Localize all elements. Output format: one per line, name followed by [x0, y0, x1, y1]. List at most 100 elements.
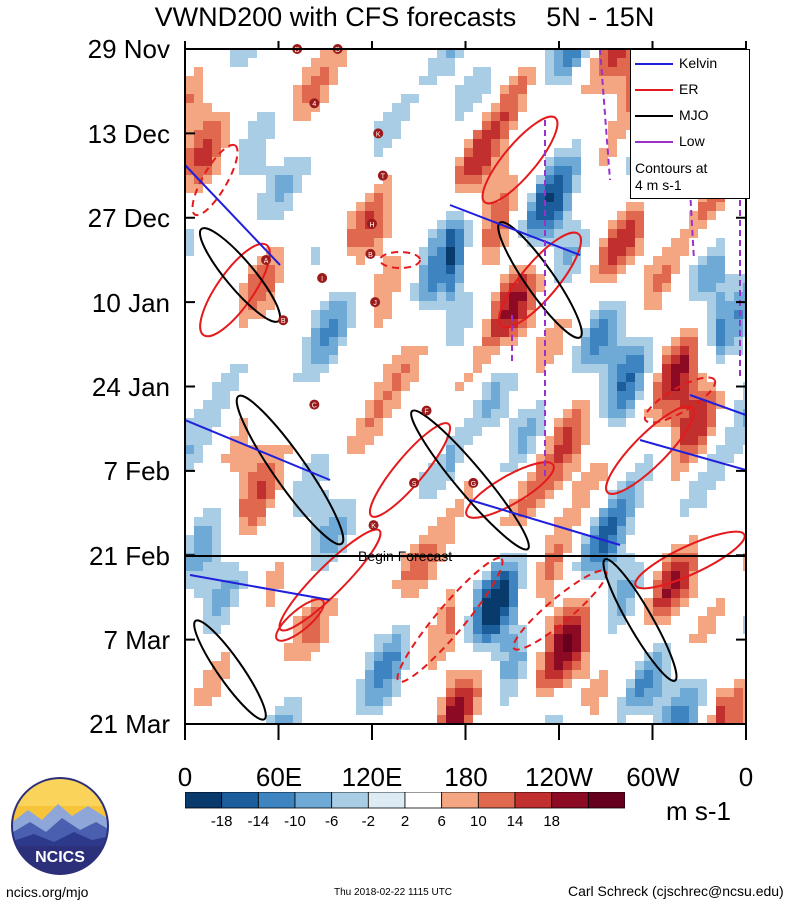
field-cell	[689, 472, 699, 482]
field-cell	[707, 535, 717, 545]
field-cell	[419, 445, 429, 455]
field-cell	[626, 310, 636, 320]
field-cell	[275, 409, 285, 419]
field-cell	[185, 283, 195, 293]
field-cell	[356, 490, 366, 500]
field-cell	[311, 454, 321, 464]
field-cell	[212, 697, 222, 707]
field-cell	[518, 508, 528, 518]
field-cell	[527, 184, 537, 194]
field-cell	[599, 211, 609, 221]
field-cell	[212, 679, 222, 689]
field-cell	[590, 697, 600, 707]
field-cell	[230, 679, 240, 689]
field-cell	[365, 211, 375, 221]
field-cell	[320, 391, 330, 401]
field-cell	[680, 211, 690, 221]
field-cell	[419, 499, 429, 509]
field-cell	[581, 94, 591, 104]
field-cell	[455, 148, 465, 158]
field-cell	[365, 535, 375, 545]
field-cell	[437, 319, 447, 329]
field-cell	[203, 472, 213, 482]
field-cell	[707, 292, 717, 302]
field-cell	[734, 202, 744, 212]
field-cell	[509, 553, 519, 563]
field-cell	[464, 472, 474, 482]
field-cell	[725, 607, 735, 617]
field-cell	[410, 148, 420, 158]
field-cell	[185, 688, 195, 698]
field-cell	[275, 445, 285, 455]
field-cell	[365, 679, 375, 689]
field-cell	[320, 328, 330, 338]
field-cell	[356, 481, 366, 491]
field-cell	[743, 436, 746, 446]
field-cell	[194, 688, 204, 698]
field-cell	[284, 400, 294, 410]
field-cell	[500, 418, 510, 428]
field-cell	[221, 526, 231, 536]
field-cell	[473, 274, 483, 284]
field-cell	[608, 697, 618, 707]
field-cell	[428, 184, 438, 194]
field-cell	[482, 355, 492, 365]
field-cell	[329, 391, 339, 401]
field-cell	[302, 328, 312, 338]
field-cell	[446, 634, 456, 644]
field-cell	[482, 508, 492, 518]
field-cell	[554, 436, 564, 446]
field-cell	[563, 499, 573, 509]
field-cell	[194, 670, 204, 680]
field-cell	[356, 697, 366, 707]
field-cell	[212, 607, 222, 617]
storm-marker-label: S	[412, 481, 417, 488]
field-cell	[428, 283, 438, 293]
field-cell	[446, 220, 456, 230]
field-cell	[203, 589, 213, 599]
field-cell	[662, 445, 672, 455]
field-cell	[446, 157, 456, 167]
field-cell	[572, 571, 582, 581]
field-cell	[563, 247, 573, 257]
field-cell	[257, 58, 267, 68]
field-cell	[338, 355, 348, 365]
field-cell	[545, 526, 555, 536]
field-cell	[392, 643, 402, 653]
field-cell	[383, 274, 393, 284]
field-cell	[734, 301, 744, 311]
field-cell	[671, 256, 681, 266]
field-cell	[221, 148, 231, 158]
field-cell	[428, 391, 438, 401]
field-cell	[185, 652, 195, 662]
field-cell	[464, 337, 474, 347]
field-cell	[707, 580, 717, 590]
field-cell	[734, 535, 744, 545]
field-cell	[203, 616, 213, 626]
field-cell	[428, 238, 438, 248]
field-cell	[527, 301, 537, 311]
field-cell	[302, 337, 312, 347]
field-cell	[527, 688, 537, 698]
field-cell	[194, 85, 204, 95]
field-cell	[383, 517, 393, 527]
field-cell	[491, 202, 501, 212]
field-cell	[662, 490, 672, 500]
field-cell	[248, 409, 258, 419]
field-cell	[518, 148, 528, 158]
field-cell	[437, 265, 447, 275]
field-cell	[599, 364, 609, 374]
field-cell	[446, 418, 456, 428]
field-cell	[329, 526, 339, 536]
field-cell	[257, 346, 267, 356]
field-cell	[554, 508, 564, 518]
field-cell	[509, 274, 519, 284]
field-cell	[545, 454, 555, 464]
field-cell	[347, 94, 357, 104]
field-cell	[428, 553, 438, 563]
field-cell	[401, 175, 411, 185]
field-cell	[275, 688, 285, 698]
field-cell	[356, 535, 366, 545]
storm-marker-label: K	[371, 523, 376, 530]
